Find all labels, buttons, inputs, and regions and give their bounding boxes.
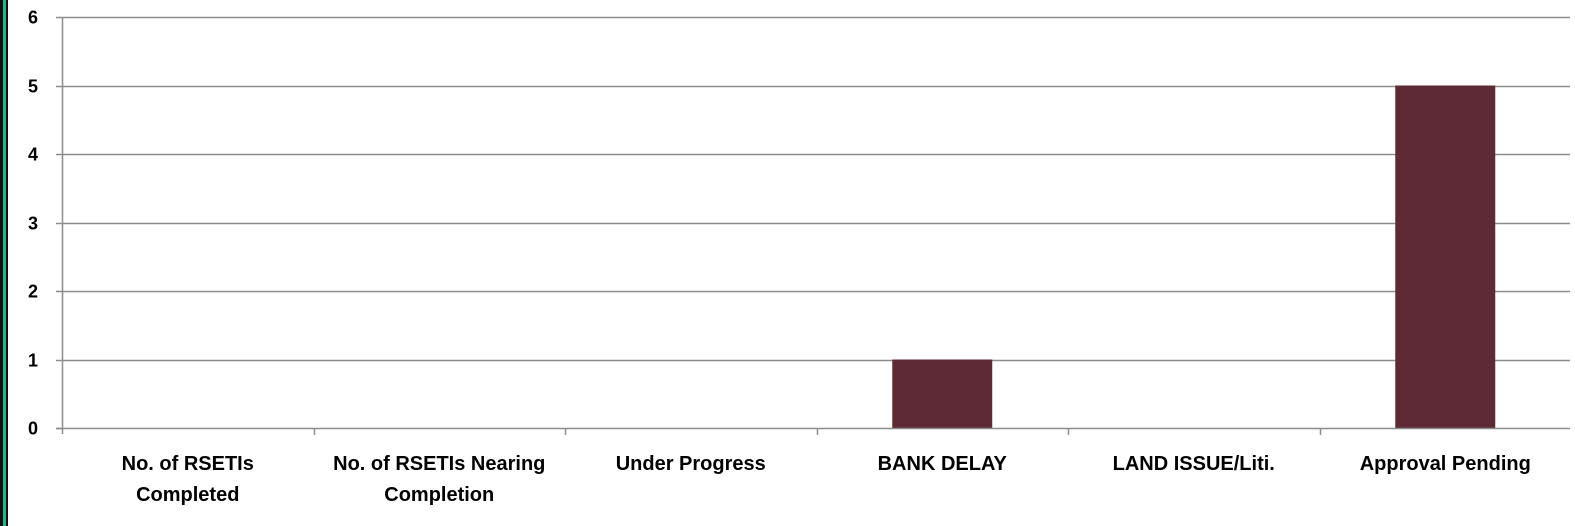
bar-5 (1395, 85, 1496, 428)
x-category-label: Under Progress (616, 453, 766, 475)
x-category-label: Approval Pending (1360, 453, 1531, 475)
x-category-label: No. of RSETIs Nearing (333, 453, 545, 475)
bars (892, 85, 1496, 428)
x-axis-labels: No. of RSETIs Completed No. of RSETIs Near… (122, 453, 1531, 506)
x-category-label: No. of RSETIs (122, 453, 254, 475)
y-tick-label: 2 (28, 282, 38, 302)
y-tick-label: 6 (28, 8, 38, 28)
y-tick-label: 5 (28, 77, 38, 97)
y-tick-label: 3 (28, 214, 38, 234)
x-category-label: LAND ISSUE/Liti. (1113, 453, 1275, 475)
y-tick-label: 0 (28, 419, 38, 439)
y-tick-label: 4 (28, 145, 38, 165)
x-category-label: Completed (136, 484, 239, 506)
gridlines (62, 16, 1570, 362)
frame-left-accent (3, 0, 6, 526)
bar-3 (892, 359, 993, 428)
x-category-label: BANK DELAY (878, 453, 1008, 475)
axes (56, 16, 1570, 435)
x-category-label: Completion (384, 484, 494, 506)
y-tick-label: 1 (28, 351, 38, 371)
y-axis-ticks: 0 1 2 3 4 5 6 (28, 8, 38, 439)
